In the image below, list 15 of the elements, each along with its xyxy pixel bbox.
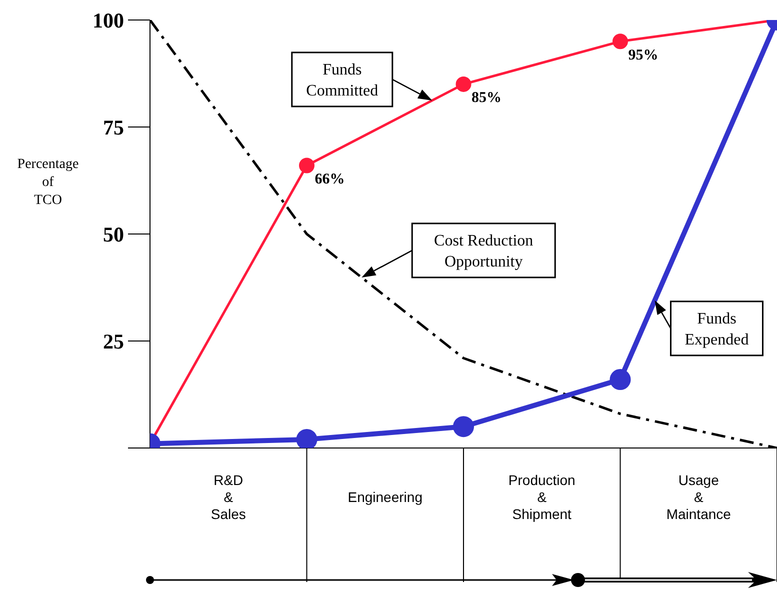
annotation: Cost Reduction Opportunity xyxy=(434,232,534,271)
text: Engineering xyxy=(348,489,422,505)
annotation: Funds Expended xyxy=(684,310,749,349)
text: R&D & Sales xyxy=(210,472,246,522)
y-tick-label: 100 xyxy=(92,8,124,32)
y-axis-title: Percentage of TCO xyxy=(17,157,79,208)
y-tick-label: 50 xyxy=(103,222,124,246)
data-label: 85% xyxy=(472,90,502,106)
y-tick-label: 75 xyxy=(103,115,124,140)
text: Usage & Maintance xyxy=(666,472,732,522)
annotation: Funds Committed xyxy=(306,62,378,100)
data-label: 95% xyxy=(628,47,658,64)
y-tick-label: 25 xyxy=(103,329,124,354)
text: Production & Shipment xyxy=(508,472,576,522)
data-label: 66% xyxy=(314,172,345,188)
